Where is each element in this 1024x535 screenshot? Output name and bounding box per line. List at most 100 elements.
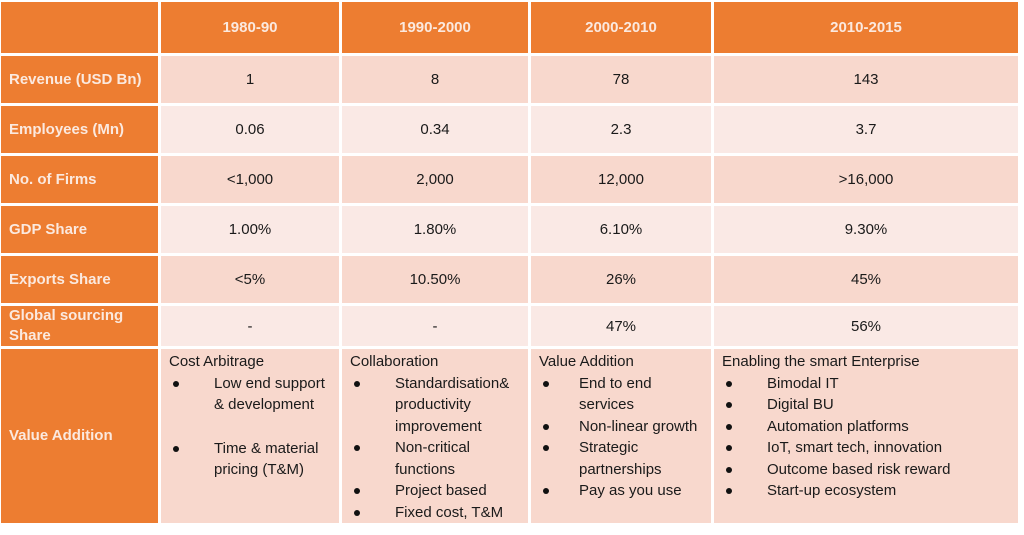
table-cell: <1,000 bbox=[161, 156, 339, 203]
list-item: Outcome based risk reward bbox=[722, 459, 1012, 481]
bullet-icon bbox=[173, 380, 179, 387]
bullet-icon bbox=[726, 445, 732, 451]
table-cell: 1.80% bbox=[342, 206, 528, 253]
column-header-1990-2000: 1990-2000 bbox=[342, 2, 528, 53]
list-item-text: Non-linear growth bbox=[579, 417, 698, 435]
table-cell: 26% bbox=[531, 256, 711, 303]
table-cell: 47% bbox=[531, 306, 711, 346]
value-addition-cell: Collaboration Standardisation& productiv… bbox=[342, 349, 528, 523]
table-row-exports-share: Exports Share <5% 10.50% 26% 45% bbox=[1, 256, 1018, 303]
value-addition-title: Enabling the smart Enterprise bbox=[722, 353, 920, 370]
table-cell: 1.00% bbox=[161, 206, 339, 253]
table-row-employees: Employees (Mn) 0.06 0.34 2.3 3.7 bbox=[1, 106, 1018, 153]
list-item: Bimodal IT bbox=[722, 373, 1012, 395]
bullet-icon bbox=[354, 445, 360, 451]
table-row-revenue: Revenue (USD Bn) 1 8 78 143 bbox=[1, 56, 1018, 103]
bullet-icon bbox=[726, 466, 732, 473]
table-cell: 2.3 bbox=[531, 106, 711, 153]
table-cell: 10.50% bbox=[342, 256, 528, 303]
table-cell: 1 bbox=[161, 56, 339, 103]
row-label: Value Addition bbox=[1, 349, 158, 523]
bullet-icon bbox=[726, 380, 732, 387]
table-cell: - bbox=[161, 306, 339, 346]
list-item-text: IoT, smart tech, innovation bbox=[767, 439, 943, 456]
bullet-icon bbox=[173, 445, 179, 452]
value-addition-title: Cost Arbitrage bbox=[169, 353, 265, 370]
table-cell: 2,000 bbox=[342, 156, 528, 203]
list-item: Low end support & development bbox=[169, 373, 333, 416]
list-item: Strategic partnerships bbox=[539, 437, 705, 480]
bullet-icon bbox=[543, 445, 549, 451]
column-header-2000-2010: 2000-2010 bbox=[531, 2, 711, 53]
list-item-text: Start-up ecosystem bbox=[767, 482, 897, 499]
bullet-icon bbox=[354, 380, 360, 387]
bullet-list: Bimodal IT Digital BU Automation platfor… bbox=[722, 373, 1012, 502]
row-label: Revenue (USD Bn) bbox=[1, 56, 158, 103]
table-cell: 56% bbox=[714, 306, 1018, 346]
bullet-list: Standardisation& productivity improvemen… bbox=[350, 373, 522, 524]
table-cell: >16,000 bbox=[714, 156, 1018, 203]
row-label: GDP Share bbox=[1, 206, 158, 253]
bullet-icon bbox=[543, 423, 549, 430]
table-cell: 9.30% bbox=[714, 206, 1018, 253]
list-item-text: Fixed cost, T&M bbox=[395, 503, 504, 521]
list-item: IoT, smart tech, innovation bbox=[722, 437, 1012, 459]
list-item: End to end services bbox=[539, 373, 705, 416]
row-label: Employees (Mn) bbox=[1, 106, 158, 153]
table-cell: 0.34 bbox=[342, 106, 528, 153]
table-cell: 0.06 bbox=[161, 106, 339, 153]
value-addition-cell: Enabling the smart Enterprise Bimodal IT… bbox=[714, 349, 1018, 523]
bullet-icon bbox=[543, 488, 549, 494]
value-addition-title: Collaboration bbox=[350, 353, 439, 370]
column-header-2010-2015: 2010-2015 bbox=[714, 2, 1018, 53]
bullet-icon bbox=[543, 380, 549, 387]
list-item-text: Automation platforms bbox=[767, 417, 909, 435]
list-item: Fixed cost, T&M bbox=[350, 502, 522, 524]
table-row-value-addition: Value Addition Cost Arbitrage Low end su… bbox=[1, 349, 1018, 523]
value-addition-cell: Cost Arbitrage Low end support & develop… bbox=[161, 349, 339, 523]
list-item-text: Low end support & development bbox=[214, 374, 325, 414]
list-item: Non-linear growth bbox=[539, 416, 705, 438]
list-item-text: Time & material pricing (T&M) bbox=[214, 439, 319, 479]
table-row-gdp-share: GDP Share 1.00% 1.80% 6.10% 9.30% bbox=[1, 206, 1018, 253]
bullet-icon bbox=[354, 509, 360, 516]
list-item-text: Digital BU bbox=[767, 396, 834, 413]
list-item: Non-critical functions bbox=[350, 437, 522, 480]
list-item-text: Project based bbox=[395, 482, 487, 499]
value-addition-cell: Value Addition End to end services Non-l… bbox=[531, 349, 711, 523]
bullet-list: End to end services Non-linear growth St… bbox=[539, 373, 705, 502]
table-row-firms: No. of Firms <1,000 2,000 12,000 >16,000 bbox=[1, 156, 1018, 203]
table-cell: <5% bbox=[161, 256, 339, 303]
list-item: Automation platforms bbox=[722, 416, 1012, 438]
list-item: Project based bbox=[350, 480, 522, 502]
row-label: No. of Firms bbox=[1, 156, 158, 203]
header-corner-cell bbox=[1, 2, 158, 53]
table-cell: 8 bbox=[342, 56, 528, 103]
table-cell: 143 bbox=[714, 56, 1018, 103]
table-cell: 78 bbox=[531, 56, 711, 103]
list-item: Standardisation& productivity improvemen… bbox=[350, 373, 522, 438]
list-item-text: Pay as you use bbox=[579, 482, 682, 499]
table-cell: 3.7 bbox=[714, 106, 1018, 153]
table-row-global-sourcing: Global sourcing Share - - 47% 56% bbox=[1, 306, 1018, 346]
table-cell: - bbox=[342, 306, 528, 346]
bullet-icon bbox=[354, 488, 360, 494]
table-cell: 45% bbox=[714, 256, 1018, 303]
list-item-text: Non-critical functions bbox=[395, 439, 471, 478]
list-item-text: Bimodal IT bbox=[767, 374, 839, 392]
row-label: Exports Share bbox=[1, 256, 158, 303]
row-label: Global sourcing Share bbox=[1, 306, 158, 346]
bullet-icon bbox=[726, 488, 732, 494]
header-row: 1980-90 1990-2000 2000-2010 2010-2015 bbox=[1, 2, 1018, 53]
table-cell: 6.10% bbox=[531, 206, 711, 253]
list-item-text: Standardisation& productivity improvemen… bbox=[395, 374, 510, 435]
list-item: Start-up ecosystem bbox=[722, 480, 1012, 502]
column-header-1980-90: 1980-90 bbox=[161, 2, 339, 53]
bullet-list: Low end support & development Time & mat… bbox=[169, 373, 333, 481]
list-item: Pay as you use bbox=[539, 480, 705, 502]
list-item: Digital BU bbox=[722, 394, 1012, 416]
list-item-text: Strategic partnerships bbox=[579, 439, 662, 478]
list-item-text: End to end services bbox=[579, 374, 652, 414]
